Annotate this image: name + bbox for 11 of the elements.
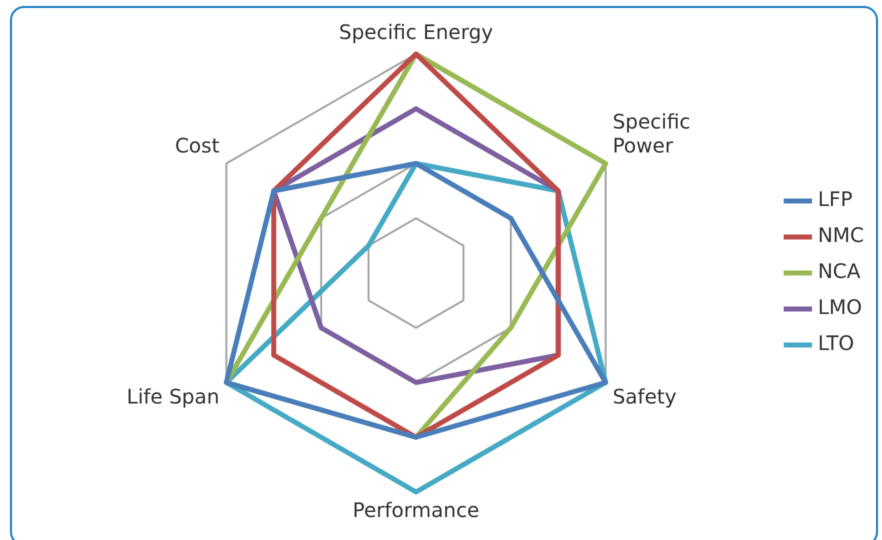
spoke-label: Life Span xyxy=(126,384,220,409)
legend-label: NMC xyxy=(818,223,864,248)
spoke-label: Performance xyxy=(352,498,480,522)
spoke-label: Specific Energy xyxy=(338,20,494,44)
spoke-label: Cost xyxy=(174,134,220,158)
legend-label: LFP xyxy=(818,187,853,212)
spoke-label: Safety xyxy=(612,384,677,409)
legend-label: LMO xyxy=(818,295,862,320)
spoke-label: Specific Power xyxy=(612,110,690,158)
legend-label: NCA xyxy=(818,259,861,284)
legend-label: LTO xyxy=(818,331,854,356)
